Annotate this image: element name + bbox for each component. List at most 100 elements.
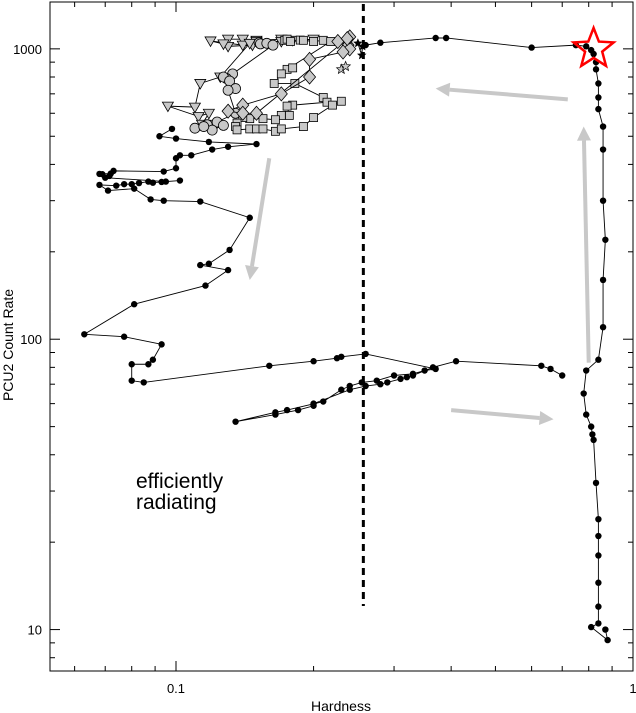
data-point (269, 79, 279, 88)
data-point (110, 167, 117, 175)
data-point (353, 38, 363, 48)
data-point (208, 146, 216, 153)
data-point (346, 382, 353, 390)
plot-frame (49, 1, 634, 672)
data-point (338, 386, 345, 393)
data-point (282, 101, 292, 111)
arrow-head (245, 265, 259, 280)
data-point (130, 301, 138, 308)
arrow-head (538, 411, 554, 425)
data-point (276, 124, 286, 134)
data-point (390, 372, 398, 379)
data-point (140, 379, 147, 386)
data-point (106, 172, 113, 180)
data-point (149, 356, 157, 363)
data-point (373, 377, 380, 384)
data-point (226, 246, 233, 254)
annotation-line-1: efficiently (136, 470, 224, 493)
data-point (236, 40, 249, 52)
data-point (197, 198, 204, 205)
y-axis-title: PCU2 Count Rate (0, 289, 16, 401)
data-point (172, 135, 180, 142)
data-point (274, 86, 288, 102)
axis-ticks (50, 2, 634, 671)
arrow-head (576, 126, 591, 141)
data-point (528, 44, 535, 51)
data-point (128, 361, 135, 368)
annotation-line-2: radiating (136, 491, 217, 514)
data-point (149, 179, 157, 186)
data-point (595, 515, 602, 523)
data-point (362, 350, 369, 358)
data-point (294, 406, 302, 414)
data-point (147, 196, 154, 203)
data-point (224, 266, 232, 274)
data-point (267, 39, 279, 51)
data-point (222, 84, 234, 96)
y-tick-label: 100 (20, 332, 42, 347)
data-point (236, 105, 250, 121)
data-point (232, 125, 242, 135)
data-point (358, 379, 365, 386)
data-point (253, 140, 260, 148)
data-point (595, 356, 602, 363)
series-line (82, 128, 563, 423)
data-point (160, 197, 167, 204)
data-point (318, 35, 328, 45)
data-point (120, 333, 128, 340)
data-point (258, 114, 268, 124)
data-point (168, 125, 176, 133)
data-point (442, 34, 450, 42)
data-point (333, 355, 341, 362)
data-point (547, 365, 554, 373)
data-point (205, 138, 213, 146)
data-point (284, 110, 294, 120)
data-point (272, 409, 279, 416)
data-point (590, 436, 597, 444)
data-point (218, 119, 229, 131)
data-point (409, 370, 417, 378)
data-point (583, 411, 590, 418)
data-point (303, 51, 317, 67)
data-point (336, 44, 350, 60)
data-point (592, 479, 600, 487)
arrow-shaft (449, 87, 568, 102)
data-point (176, 177, 184, 184)
data-point (599, 123, 607, 130)
data-point (243, 38, 256, 50)
data-point (188, 102, 202, 114)
data-point (595, 105, 602, 113)
data-point (592, 66, 600, 73)
y-tick-label: 1000 (13, 42, 42, 57)
data-point (602, 236, 609, 243)
data-point (403, 373, 411, 381)
data-point (246, 214, 253, 221)
data-point (81, 331, 88, 338)
data-point (328, 100, 337, 110)
data-point (309, 113, 318, 122)
data-point (595, 552, 602, 559)
data-point (270, 115, 280, 125)
data-point (283, 406, 291, 414)
data-point (595, 94, 602, 101)
data-point (559, 372, 566, 379)
data-point (96, 181, 103, 189)
x-tick-label: 1 (629, 681, 636, 696)
data-point (298, 35, 308, 45)
x-tick-label: 0.1 (167, 681, 185, 696)
data-point (128, 377, 135, 384)
data-point (583, 367, 590, 374)
arrow-shaft (450, 408, 540, 421)
data-point (232, 418, 239, 425)
data-point (589, 431, 596, 438)
data-point (599, 323, 607, 331)
data-point (595, 80, 602, 87)
data-point (156, 133, 163, 140)
red-star (570, 24, 617, 69)
data-point (202, 282, 209, 289)
data-point (176, 152, 184, 159)
direction-arrows (245, 82, 591, 425)
data-point (595, 620, 602, 627)
data-point (595, 579, 602, 586)
